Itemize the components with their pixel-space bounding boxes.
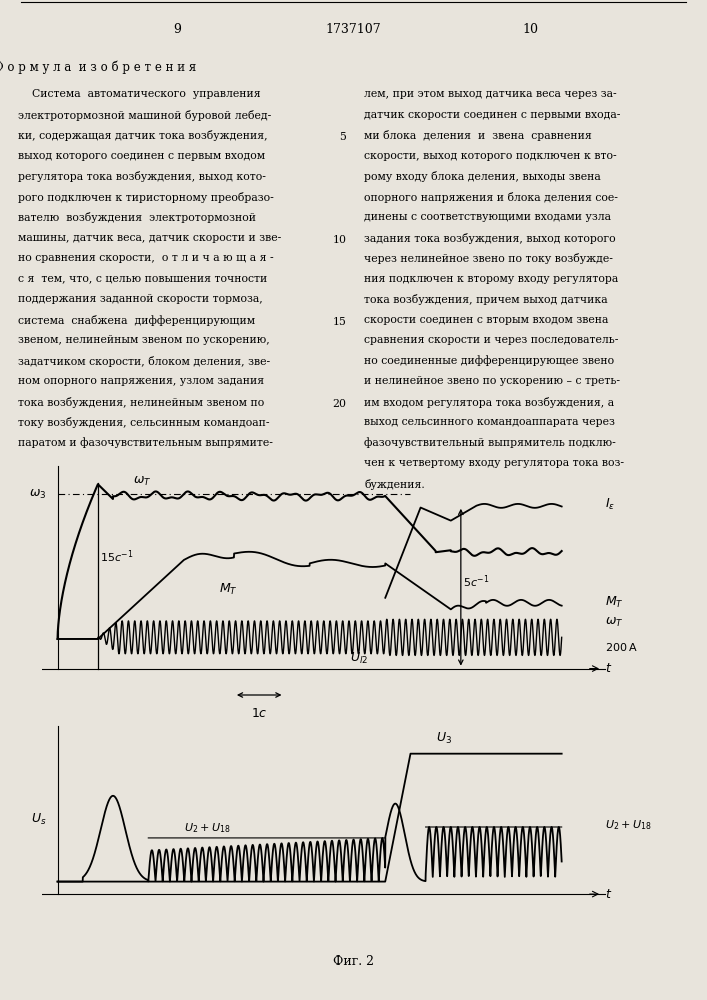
Text: $\omega_3$: $\omega_3$: [29, 488, 47, 501]
Text: ми блока  деления  и  звена  сравнения: ми блока деления и звена сравнения: [364, 130, 592, 141]
Text: 20: 20: [332, 399, 346, 409]
Text: чен к четвертому входу регулятора тока воз-: чен к четвертому входу регулятора тока в…: [364, 458, 624, 468]
Text: звеном, нелинейным звеном по ускорению,: звеном, нелинейным звеном по ускорению,: [18, 335, 269, 345]
Text: $1c$: $1c$: [251, 707, 267, 720]
Text: 10: 10: [522, 23, 538, 36]
Text: Система  автоматического  управления: Система автоматического управления: [18, 89, 260, 99]
Text: и нелинейное звено по ускорению – с треть-: и нелинейное звено по ускорению – с трет…: [364, 376, 620, 386]
Text: $U_2+U_{18}$: $U_2+U_{18}$: [184, 821, 230, 835]
Text: но сравнения скорости,  о т л и ч а ю щ а я -: но сравнения скорости, о т л и ч а ю щ а…: [18, 253, 274, 263]
Text: вателю  возбуждения  электротормозной: вателю возбуждения электротормозной: [18, 212, 256, 223]
Text: задатчиком скорости, блоком деления, зве-: задатчиком скорости, блоком деления, зве…: [18, 356, 270, 367]
Text: 9: 9: [173, 23, 181, 36]
Text: $\omega_T$: $\omega_T$: [604, 616, 623, 629]
Text: им входом регулятора тока возбуждения, а: им входом регулятора тока возбуждения, а: [364, 397, 614, 408]
Text: $15c^{-1}$: $15c^{-1}$: [100, 549, 134, 565]
Text: динены с соответствующими входами узла: динены с соответствующими входами узла: [364, 212, 611, 222]
Text: буждения.: буждения.: [364, 479, 425, 490]
Text: $U_2+U_{18}$: $U_2+U_{18}$: [604, 819, 651, 832]
Text: 1737107: 1737107: [326, 23, 381, 36]
Text: лем, при этом выход датчика веса через за-: лем, при этом выход датчика веса через з…: [364, 89, 617, 99]
Text: ния подключен к второму входу регулятора: ния подключен к второму входу регулятора: [364, 274, 619, 284]
Text: ном опорного напряжения, узлом задания: ном опорного напряжения, узлом задания: [18, 376, 264, 386]
Text: рого подключен к тиристорному преобразо-: рого подключен к тиристорному преобразо-: [18, 192, 274, 203]
Text: фазочувствительный выпрямитель подклю-: фазочувствительный выпрямитель подклю-: [364, 438, 616, 448]
Text: $\omega_T$: $\omega_T$: [133, 475, 151, 488]
Text: Ф о р м у л а  и з о б р е т е н и я: Ф о р м у л а и з о б р е т е н и я: [0, 61, 197, 74]
Text: система  снабжена  дифференцирующим: система снабжена дифференцирующим: [18, 315, 255, 326]
Text: электротормозной машиной буровой лебед-: электротормозной машиной буровой лебед-: [18, 110, 271, 121]
Text: $5c^{-1}$: $5c^{-1}$: [463, 573, 490, 590]
Text: Фиг. 2: Фиг. 2: [333, 955, 374, 968]
Text: задания тока возбуждения, выход которого: задания тока возбуждения, выход которого: [364, 233, 616, 244]
Text: через нелинейное звено по току возбужде-: через нелинейное звено по току возбужде-: [364, 253, 613, 264]
Text: $200\,\text{А}$: $200\,\text{А}$: [604, 641, 637, 653]
Text: ки, содержащая датчик тока возбуждения,: ки, содержащая датчик тока возбуждения,: [18, 130, 267, 141]
Text: 5: 5: [339, 132, 346, 142]
Text: машины, датчик веса, датчик скорости и зве-: машины, датчик веса, датчик скорости и з…: [18, 233, 281, 243]
Text: скорости, выход которого подключен к вто-: скорости, выход которого подключен к вто…: [364, 151, 617, 161]
Text: $t$: $t$: [604, 662, 612, 675]
Text: с я  тем, что, с целью повышения точности: с я тем, что, с целью повышения точности: [18, 274, 267, 284]
Text: тока возбуждения, нелинейным звеном по: тока возбуждения, нелинейным звеном по: [18, 397, 264, 408]
Text: опорного напряжения и блока деления сое-: опорного напряжения и блока деления сое-: [364, 192, 618, 203]
Text: выход которого соединен с первым входом: выход которого соединен с первым входом: [18, 151, 265, 161]
Text: но соединенные дифференцирующее звено: но соединенные дифференцирующее звено: [364, 356, 614, 366]
Text: скорости соединен с вторым входом звена: скорости соединен с вторым входом звена: [364, 315, 609, 325]
Text: сравнения скорости и через последователь-: сравнения скорости и через последователь…: [364, 335, 619, 345]
Text: 10: 10: [332, 235, 346, 245]
Text: $M_T$: $M_T$: [219, 581, 238, 597]
Text: выход сельсинного командоаппарата через: выход сельсинного командоаппарата через: [364, 417, 615, 427]
Text: регулятора тока возбуждения, выход кото-: регулятора тока возбуждения, выход кото-: [18, 171, 266, 182]
Text: поддержания заданной скорости тормоза,: поддержания заданной скорости тормоза,: [18, 294, 262, 304]
Text: $U_s$: $U_s$: [31, 812, 47, 827]
Text: току возбуждения, сельсинным командоап-: току возбуждения, сельсинным командоап-: [18, 417, 269, 428]
Text: тока возбуждения, причем выход датчика: тока возбуждения, причем выход датчика: [364, 294, 608, 305]
Text: $U_3$: $U_3$: [436, 731, 452, 746]
Text: $t$: $t$: [604, 888, 612, 901]
Text: датчик скорости соединен с первыми входа-: датчик скорости соединен с первыми входа…: [364, 110, 621, 120]
Text: $U_{l2}$: $U_{l2}$: [350, 650, 368, 666]
Text: рому входу блока деления, выходы звена: рому входу блока деления, выходы звена: [364, 171, 601, 182]
Text: 15: 15: [332, 317, 346, 327]
Text: $M_T$: $M_T$: [604, 595, 624, 610]
Text: паратом и фазочувствительным выпрямите-: паратом и фазочувствительным выпрямите-: [18, 438, 273, 448]
Text: $I_\varepsilon$: $I_\varepsilon$: [604, 497, 614, 512]
